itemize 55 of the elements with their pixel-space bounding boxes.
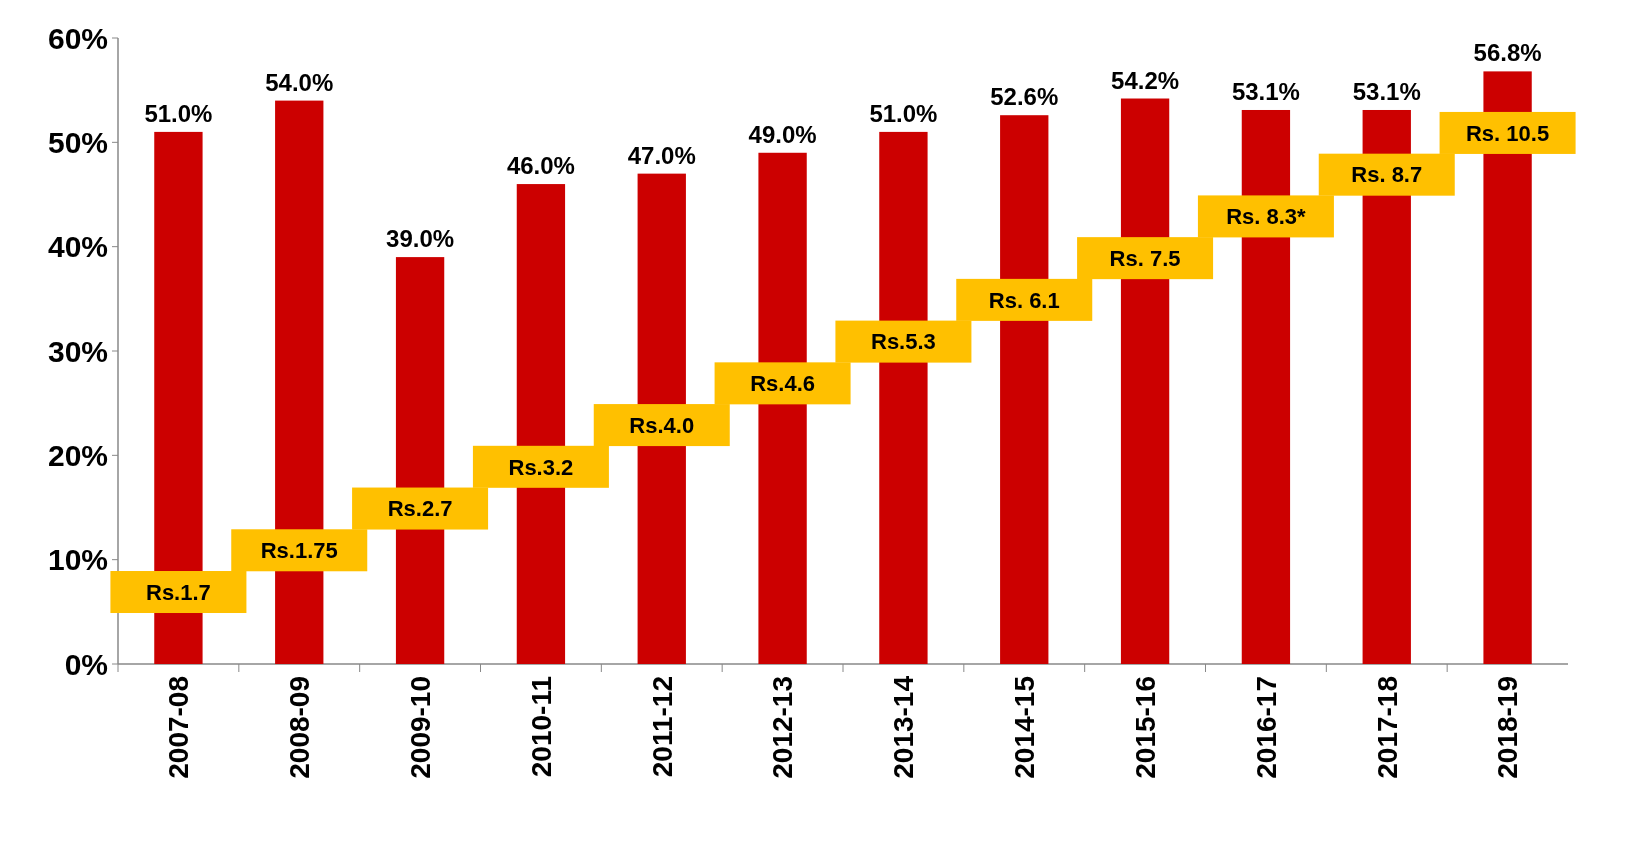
x-tick-label: 2011-12: [646, 676, 678, 778]
annotation: Rs.3.2: [508, 454, 574, 480]
label-box: Rs.1.7: [110, 571, 247, 613]
data-label: 39.0%: [386, 225, 455, 253]
label-box: Rs. 6.1: [956, 278, 1093, 321]
y-tick-label: 10%: [47, 543, 108, 577]
label-box: Rs. 10.5: [1439, 111, 1576, 154]
x-tick-label: 2010-11: [525, 676, 557, 778]
label-box: Rs.3.2: [472, 445, 609, 488]
x-tick-label: 2013-14: [888, 675, 920, 779]
data-label: 51.0%: [144, 99, 213, 127]
data-label: 52.6%: [990, 83, 1059, 111]
x-tick-label: 2014-15: [1009, 676, 1041, 779]
label-box: Rs.1.75: [231, 529, 368, 572]
y-tick-label: 40%: [47, 230, 108, 264]
label-box: Rs.4.0: [593, 404, 730, 447]
label-box: Rs. 8.7: [1318, 153, 1455, 196]
annotation: Rs.4.0: [629, 412, 695, 438]
x-tick-label: 2018-19: [1492, 676, 1524, 779]
data-label: 49.0%: [748, 120, 817, 148]
annotation: Rs.4.6: [750, 371, 815, 397]
annotation: Rs.1.75: [260, 537, 338, 563]
annotation: Rs. 10.5: [1466, 120, 1550, 146]
x-tick-label: 2009-10: [404, 676, 436, 779]
x-tick-label: 2007-08: [163, 676, 195, 779]
annotation: Rs. 8.7: [1351, 162, 1423, 188]
x-tick-label: 2016-17: [1250, 676, 1282, 779]
data-label: 53.1%: [1231, 77, 1300, 105]
x-tick-label: 2008-09: [284, 676, 316, 779]
x-tick-label: 2015-16: [1129, 676, 1161, 779]
data-label: 56.8%: [1473, 39, 1542, 67]
label-box: Rs.5.3: [835, 320, 972, 363]
y-tick-label: 60%: [47, 21, 108, 55]
label-box: Rs.2.7: [352, 487, 489, 530]
x-tick-label: 2012-13: [767, 676, 799, 779]
annotation: Rs.5.3: [871, 329, 936, 355]
annotation: Rs. 6.1: [988, 287, 1060, 313]
annotation: Rs. 8.3*: [1226, 204, 1307, 230]
data-label: 46.0%: [506, 152, 575, 180]
x-tick-label: 2017-18: [1371, 676, 1403, 779]
annotation: Rs. 7.5: [1109, 245, 1181, 271]
annotation: Rs.2.7: [387, 496, 453, 522]
data-label: 54.2%: [1111, 66, 1180, 94]
data-label: 51.0%: [869, 99, 938, 127]
y-tick-label: 50%: [47, 125, 108, 159]
label-box: Rs.4.6: [714, 362, 851, 405]
y-tick-label: 30%: [47, 334, 108, 368]
data-label: 54.0%: [265, 68, 334, 96]
annotation: Rs.1.7: [146, 579, 211, 605]
y-tick-label: 0%: [64, 647, 108, 681]
label-box: Rs. 8.3*: [1197, 195, 1334, 238]
data-label: 53.1%: [1352, 77, 1421, 105]
label-box: Rs. 7.5: [1077, 237, 1214, 280]
y-tick-label: 20%: [47, 438, 108, 472]
data-label: 47.0%: [627, 141, 696, 169]
